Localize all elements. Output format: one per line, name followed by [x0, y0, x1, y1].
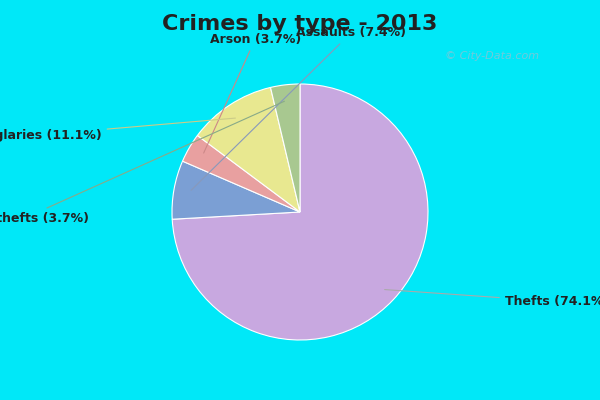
- Text: Auto thefts (3.7%): Auto thefts (3.7%): [0, 101, 284, 225]
- Text: Arson (3.7%): Arson (3.7%): [203, 33, 301, 153]
- Text: Assaults (7.4%): Assaults (7.4%): [191, 26, 406, 190]
- Wedge shape: [271, 84, 300, 212]
- Text: Crimes by type - 2013: Crimes by type - 2013: [163, 14, 437, 34]
- Text: © City-Data.com: © City-Data.com: [445, 51, 539, 61]
- Wedge shape: [182, 136, 300, 212]
- Wedge shape: [172, 161, 300, 219]
- Text: Thefts (74.1%): Thefts (74.1%): [385, 290, 600, 308]
- Wedge shape: [197, 88, 300, 212]
- Text: Burglaries (11.1%): Burglaries (11.1%): [0, 118, 235, 142]
- Wedge shape: [172, 84, 428, 340]
